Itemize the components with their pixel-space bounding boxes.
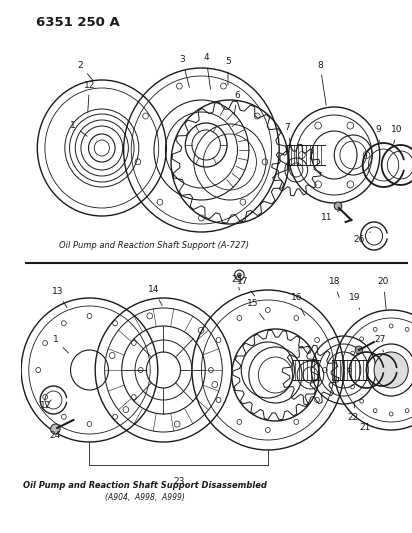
Text: 5: 5 xyxy=(225,58,231,85)
Text: 17: 17 xyxy=(237,278,255,296)
Text: 2: 2 xyxy=(77,61,94,81)
Text: 12: 12 xyxy=(40,400,52,409)
Text: 6: 6 xyxy=(234,91,240,115)
Text: (A904,  A998,  A999): (A904, A998, A999) xyxy=(105,493,185,502)
Text: 12: 12 xyxy=(84,80,95,112)
Text: 4: 4 xyxy=(204,53,211,89)
Circle shape xyxy=(237,273,241,277)
Text: 19: 19 xyxy=(349,294,361,310)
Text: 18: 18 xyxy=(328,278,340,297)
Text: 13: 13 xyxy=(52,287,67,308)
Text: 11: 11 xyxy=(321,210,340,222)
Text: 16: 16 xyxy=(290,294,304,316)
Text: 25: 25 xyxy=(232,276,243,290)
Text: 7: 7 xyxy=(284,124,291,146)
Text: 1: 1 xyxy=(70,120,87,136)
Text: 15: 15 xyxy=(247,300,264,320)
Text: 6351 250 A: 6351 250 A xyxy=(36,16,120,29)
Circle shape xyxy=(355,346,363,354)
Text: Oil Pump and Reaction Shaft Support (A-727): Oil Pump and Reaction Shaft Support (A-7… xyxy=(59,241,249,250)
Text: 22: 22 xyxy=(348,403,359,423)
Text: 1: 1 xyxy=(52,335,68,353)
Text: 8: 8 xyxy=(317,61,326,105)
Text: 14: 14 xyxy=(148,286,162,305)
Text: 20: 20 xyxy=(378,278,389,309)
Text: Oil Pump and Reaction Shaft Support Disassembled: Oil Pump and Reaction Shaft Support Disa… xyxy=(23,481,267,490)
Text: 3: 3 xyxy=(180,55,190,87)
Text: 26: 26 xyxy=(353,232,370,245)
Circle shape xyxy=(334,202,342,210)
Text: 24: 24 xyxy=(50,425,61,440)
Circle shape xyxy=(374,352,408,388)
Text: 9: 9 xyxy=(375,125,381,142)
Text: 10: 10 xyxy=(391,125,403,144)
Text: 23: 23 xyxy=(173,477,184,486)
Circle shape xyxy=(51,424,60,434)
Text: 21: 21 xyxy=(359,418,370,432)
Text: 27: 27 xyxy=(374,335,386,352)
